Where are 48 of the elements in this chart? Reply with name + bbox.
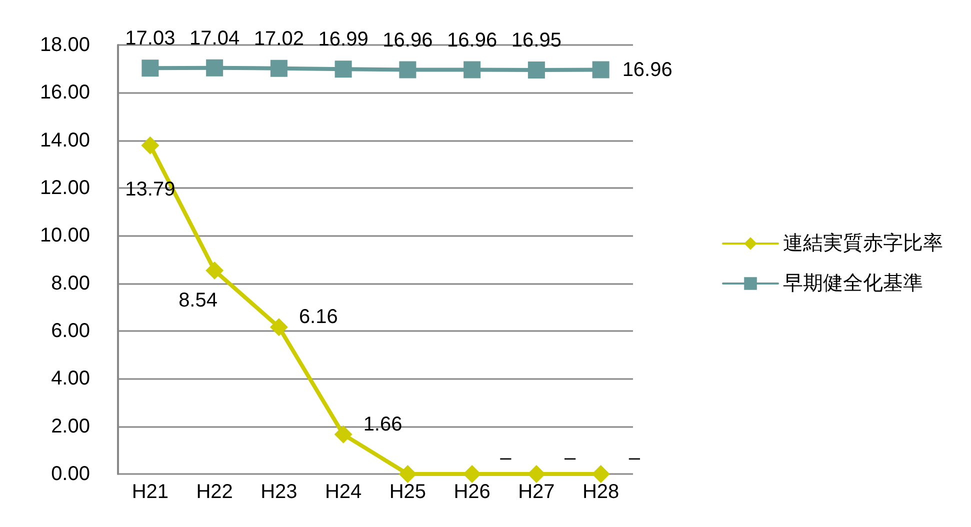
point (398, 465, 417, 483)
point (142, 60, 159, 77)
point (270, 60, 288, 77)
y-tick-label: 10.00 (40, 224, 90, 247)
y-tick-label: 0.00 (51, 463, 90, 485)
y-tick-label: 8.00 (51, 272, 90, 294)
point (592, 61, 610, 78)
legend-label: 連結実質赤字比率 (783, 232, 943, 254)
x-tick-label: H26 (454, 481, 490, 503)
data-label: – (564, 447, 576, 469)
x-tick-label: H24 (324, 481, 362, 503)
data-label: – (500, 447, 512, 469)
point (270, 318, 288, 336)
data-label: 16.96 (382, 29, 433, 52)
data-label: 17.04 (190, 27, 240, 50)
point (206, 59, 224, 76)
y-tick-label: 18.00 (40, 34, 90, 56)
point (399, 61, 416, 78)
x-tick-label: H21 (132, 481, 169, 503)
data-label: 16.99 (318, 28, 368, 51)
y-tick-label: 2.00 (51, 415, 90, 438)
data-label: 16.96 (447, 29, 498, 52)
point (592, 465, 610, 483)
point (141, 136, 160, 154)
x-tick-label: H23 (260, 481, 298, 503)
point (206, 261, 224, 280)
data-label: 1.66 (363, 413, 402, 436)
y-tick-label: 6.00 (51, 320, 90, 342)
point (528, 62, 545, 79)
x-tick-label: H27 (518, 481, 555, 503)
point (334, 425, 352, 444)
y-tick-label: 12.00 (40, 177, 90, 199)
y-tick-label: 14.00 (40, 129, 90, 152)
data-label: 16.95 (511, 30, 562, 52)
data-label: – (628, 447, 641, 469)
data-label: 17.03 (125, 28, 176, 50)
y-tick-label: 16.00 (40, 82, 90, 104)
point (464, 61, 481, 78)
x-tick-label: H28 (582, 481, 620, 503)
data-label: 17.02 (254, 28, 304, 50)
y-tick-label: 4.00 (51, 368, 90, 390)
x-tick-label: H22 (196, 481, 233, 503)
legend-label: 早期健全化基準 (783, 272, 923, 294)
x-tick-label: H25 (389, 481, 426, 503)
data-label: 6.16 (298, 306, 338, 328)
point (334, 60, 352, 78)
data-label: 8.54 (178, 289, 218, 312)
data-label: 16.96 (622, 58, 672, 81)
